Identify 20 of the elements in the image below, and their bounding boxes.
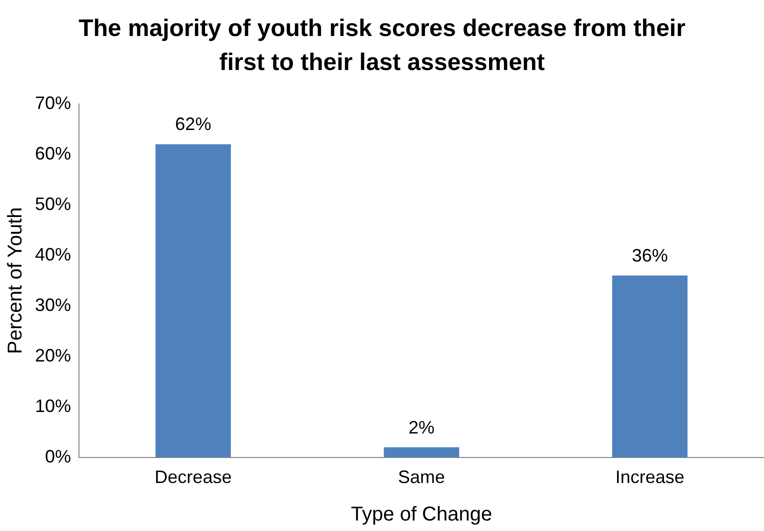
bar (156, 144, 231, 458)
y-axis-title: Percent of Youth (4, 207, 27, 354)
y-tick-label: 50% (34, 194, 72, 214)
data-label: 36% (632, 246, 668, 266)
x-tick-label: Increase (615, 467, 684, 488)
chart-title: The majority of youth risk scores decrease from their first to their last assessment (78, 14, 686, 78)
data-label: 62% (175, 114, 212, 134)
x-axis-title: Type of Change (350, 504, 492, 526)
data-label: 2% (408, 417, 435, 438)
y-tick-label: 20% (34, 345, 72, 366)
bar (384, 447, 460, 458)
y-tick-label: 40% (34, 244, 72, 264)
y-tick-label: 60% (34, 143, 72, 164)
y-tick-label: 0% (45, 446, 72, 466)
x-tick-label: Same (398, 467, 446, 488)
x-tick-label: Decrease (154, 467, 232, 488)
y-tick-label: 30% (34, 294, 72, 315)
y-tick-label: 10% (34, 396, 72, 416)
y-tick-label: 70% (34, 92, 72, 113)
bar (612, 276, 688, 458)
